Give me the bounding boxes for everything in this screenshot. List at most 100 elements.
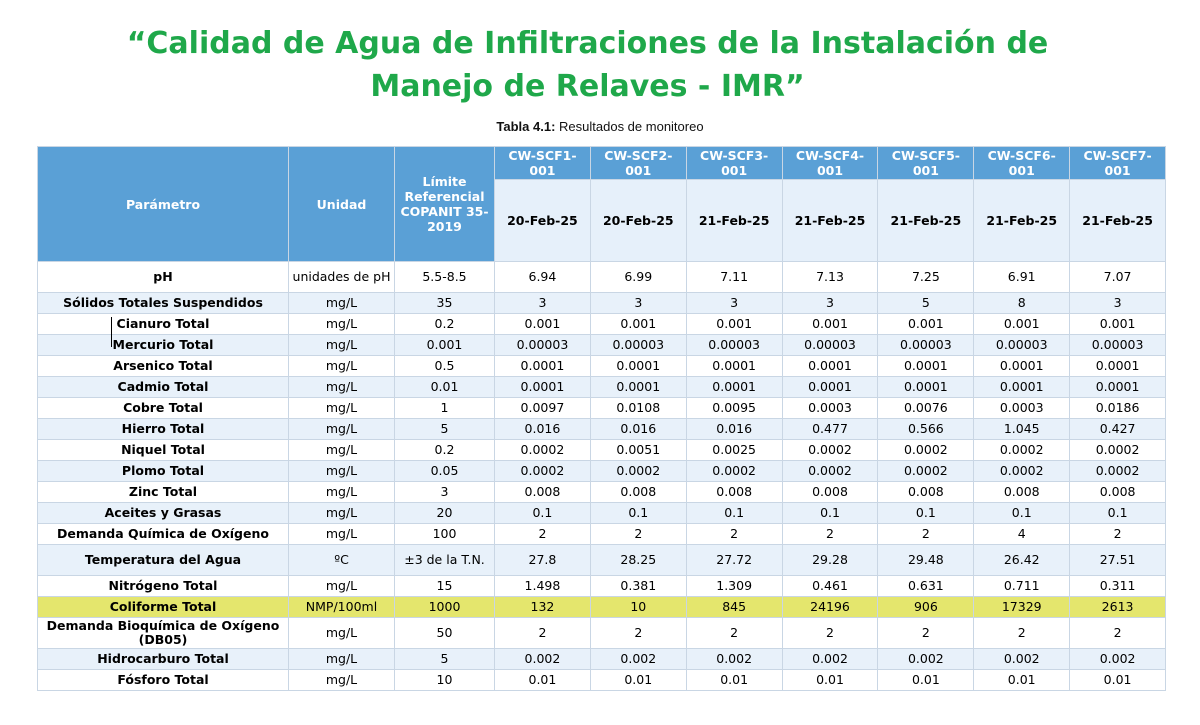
cell-value: 2 [1069,617,1167,649]
cell-value: 0.0001 [494,376,591,398]
header-date: 21-Feb-25 [877,179,975,262]
cell-limite: 100 [394,523,495,545]
cell-value: 0.008 [781,481,879,503]
cell-limite: 0.05 [394,460,495,482]
header-unidad: Unidad [288,146,395,262]
cell-value: 0.0002 [781,460,879,482]
cell-limite: 0.5 [394,355,495,377]
cell-parametro: Zinc Total [37,481,289,503]
cell-value: 0.0002 [973,439,1071,461]
table-row: Cobre Total mg/L 1 0.0097 0.0108 0.0095 0.0003… [37,397,1167,419]
cell-value: 132 [494,596,591,618]
cell-value: 0.002 [494,648,591,670]
cell-value: 5 [877,292,975,314]
cell-value: 0.0076 [877,397,975,419]
cell-parametro: Hierro Total [37,418,289,440]
cell-limite: 5 [394,418,495,440]
cell-parametro: Plomo Total [37,460,289,482]
cell-value: 0.0002 [494,439,591,461]
table-header: Parámetro Unidad Límite Referencial COPA… [37,146,1167,262]
cell-value: 0.0002 [877,439,975,461]
cell-unidad: mg/L [288,397,395,419]
table-caption-number: Tabla 4.1: [496,119,556,134]
cell-value: 0.01 [781,669,879,691]
cell-unidad: unidades de pH [288,261,395,293]
cell-value: 3 [1069,292,1167,314]
cell-value: 0.001 [1069,313,1167,335]
cell-parametro: pH [37,261,289,293]
cell-limite: 0.01 [394,376,495,398]
cell-value: 0.311 [1069,575,1167,597]
cell-parametro: Demanda Bioquímica de Oxígeno (DB05) [37,617,289,649]
cell-value: 0.0002 [877,460,975,482]
cell-value: 0.00003 [781,334,879,356]
cell-value: 0.0001 [781,376,879,398]
cell-limite: 50 [394,617,495,649]
table-row: Fósforo Total mg/L 10 0.01 0.01 0.01 0.01 0.01 0… [37,669,1167,691]
cell-value: 0.002 [589,648,687,670]
header-limite: Límite Referencial COPANIT 35-2019 [394,146,495,262]
cell-value: 7.13 [781,261,879,293]
cell-parametro: Hidrocarburo Total [37,648,289,670]
header-site: CW-SCF7-001 [1069,146,1167,180]
table-row: Hierro Total mg/L 5 0.016 0.016 0.016 0.477 0.5… [37,418,1167,440]
cell-value: 24196 [781,596,879,618]
cell-parametro: Coliforme Total [37,596,289,618]
title-line-2: Manejo de Relaves - IMR” [370,69,805,104]
table-row: Sólidos Totales Suspendidos mg/L 35 3 3 3 3 5 8 3 [37,292,1167,314]
cell-value: 27.51 [1069,544,1167,576]
cell-value: 0.1 [685,502,783,524]
cell-unidad: mg/L [288,648,395,670]
table-caption-text: Resultados de monitoreo [555,119,704,134]
cell-value: 0.1 [589,502,687,524]
cell-parametro: Cobre Total [37,397,289,419]
cell-value: 1.309 [685,575,783,597]
cell-unidad: mg/L [288,376,395,398]
table-row: Demanda Química de Oxígeno mg/L 100 2 2 2 2 2 4 2 [37,523,1167,545]
cell-unidad: mg/L [288,313,395,335]
cell-value: 0.008 [589,481,687,503]
cell-unidad: mg/L [288,575,395,597]
cell-unidad: mg/L [288,669,395,691]
cell-limite: 5.5-8.5 [394,261,495,293]
cell-limite: 10 [394,669,495,691]
cell-value: 0.016 [494,418,591,440]
cell-value: 0.381 [589,575,687,597]
table-row: Aceites y Grasas mg/L 20 0.1 0.1 0.1 0.1 0.1 0.1… [37,502,1167,524]
cell-value: 2 [973,617,1071,649]
cell-value: 0.001 [685,313,783,335]
cell-value: 0.0097 [494,397,591,419]
cell-value: 0.001 [781,313,879,335]
header-site: CW-SCF3-001 [685,146,783,180]
cell-value: 0.016 [685,418,783,440]
cell-unidad: mg/L [288,481,395,503]
cell-limite: 0.2 [394,439,495,461]
cell-value: 0.001 [589,313,687,335]
header-site: CW-SCF5-001 [877,146,975,180]
cell-value: 0.002 [877,648,975,670]
table-row: Arsenico Total mg/L 0.5 0.0001 0.0001 0.0001 0… [37,355,1167,377]
cell-parametro: Arsenico Total [37,355,289,377]
table-row: Cianuro Total mg/L 0.2 0.001 0.001 0.001 0.001… [37,313,1167,335]
cell-value: 10 [589,596,687,618]
header-date: 20-Feb-25 [589,179,687,262]
cell-value: 0.0001 [1069,376,1167,398]
header-date: 21-Feb-25 [781,179,879,262]
cell-value: 0.008 [494,481,591,503]
cell-parametro: Nitrógeno Total [37,575,289,597]
cell-unidad: mg/L [288,502,395,524]
header-date: 21-Feb-25 [1069,179,1167,262]
cell-value: 0.427 [1069,418,1167,440]
cell-value: 0.01 [494,669,591,691]
cell-value: 0.0001 [973,376,1071,398]
cell-value: 0.1 [877,502,975,524]
cell-value: 0.0001 [1069,355,1167,377]
cell-value: 0.0186 [1069,397,1167,419]
cell-value: 8 [973,292,1071,314]
cell-value: 2 [589,523,687,545]
cell-value: 0.00003 [589,334,687,356]
cell-value: 7.25 [877,261,975,293]
cell-value: 2 [685,617,783,649]
cell-value: 26.42 [973,544,1071,576]
cell-value: 0.002 [685,648,783,670]
